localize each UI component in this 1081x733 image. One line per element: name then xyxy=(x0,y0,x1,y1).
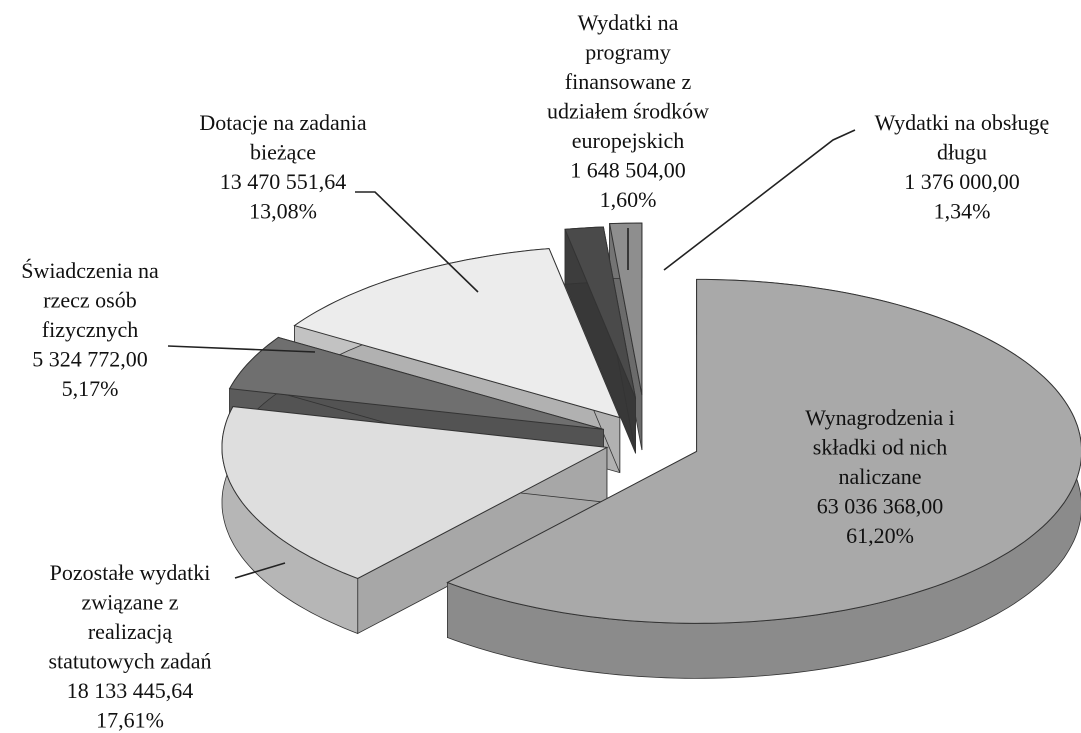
percent-label: 1,60% xyxy=(600,187,657,212)
slice-label-line: Dotacje na zadania xyxy=(199,110,367,135)
slice-label: Wynagrodzenia i składki od nich naliczane xyxy=(805,405,955,489)
value-label: 13 470 551,64 xyxy=(220,169,347,194)
slice-label-line: finansowane z xyxy=(565,69,692,94)
value-label: 5 324 772,00 xyxy=(32,347,148,372)
slice-label: Dotacje na zadania bieżące xyxy=(199,110,367,165)
slice xyxy=(446,278,1081,624)
value-label: 63 036 368,00 xyxy=(817,494,944,519)
slice-label: Pozostałe wydatki związane z realizacją sta… xyxy=(48,560,211,674)
percent-label: 1,34% xyxy=(934,199,991,224)
slice-label-line: związane z xyxy=(81,590,178,615)
leader-line xyxy=(234,562,286,579)
percent-label: 17,61% xyxy=(96,708,164,733)
slice-label: Wydatki na programy finansowane z udziałem … xyxy=(547,10,709,153)
slice-label-line: programy xyxy=(585,40,671,65)
slice-label-line: Wydatki na obsługę xyxy=(875,110,1050,135)
slice-label-line: europejskich xyxy=(572,128,684,153)
slice xyxy=(293,248,621,419)
value-label: 18 133 445,64 xyxy=(67,678,194,703)
slice-label-line: długu xyxy=(937,140,987,165)
slice-label-line: Pozostałe wydatki xyxy=(50,560,211,585)
slice xyxy=(564,226,637,399)
slice-label-line: udziałem środków xyxy=(547,99,709,124)
slice-label-line: realizacją xyxy=(88,619,172,644)
slice-label-line: fizycznych xyxy=(42,317,139,342)
percent-label: 13,08% xyxy=(249,199,317,224)
percent-label: 5,17% xyxy=(62,376,119,401)
slice-label-line: naliczane xyxy=(838,464,921,489)
value-label: 1 648 504,00 xyxy=(570,158,686,183)
slice-label: Świadczenia na rzecz osób fizycznych xyxy=(21,258,159,342)
slice-label: Wydatki na obsługę długu xyxy=(875,110,1050,165)
leader-line xyxy=(167,345,316,353)
slice xyxy=(228,336,604,430)
slice-label-line: statutowych zadań xyxy=(48,649,211,674)
slice xyxy=(221,406,609,580)
percent-label: 61,20% xyxy=(846,523,914,548)
leader-line xyxy=(663,129,856,271)
slice-label-line: składki od nich xyxy=(813,435,947,460)
slice-label-line: bieżące xyxy=(250,140,316,165)
slice-label-line: rzecz osób xyxy=(43,288,136,313)
value-label: 1 376 000,00 xyxy=(904,169,1020,194)
slice-label-line: Świadczenia na xyxy=(21,258,159,283)
slice-label-line: Wynagrodzenia i xyxy=(805,405,955,430)
leader-line xyxy=(355,191,479,293)
slice xyxy=(608,222,643,396)
slice-label-line: Wydatki na xyxy=(578,10,679,35)
